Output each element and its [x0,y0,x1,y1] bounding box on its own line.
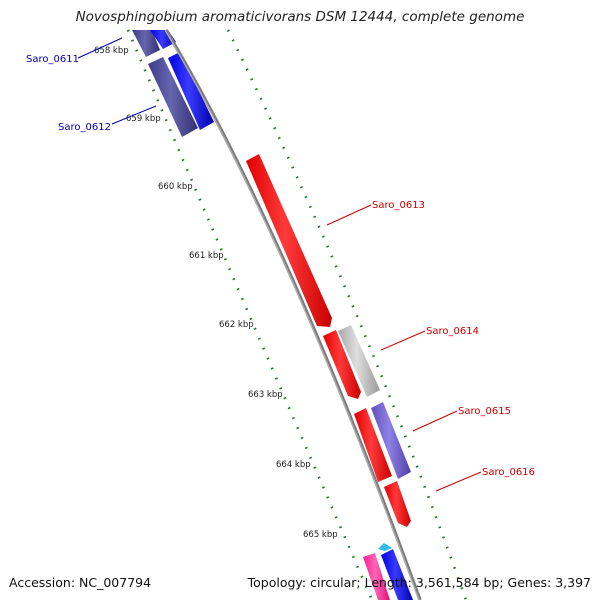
gene-label-saro-0614[interactable]: Saro_0614 [426,326,479,337]
gene-bottom-magenta[interactable] [363,553,390,600]
gene-label-saro-0611[interactable]: Saro_0611 [26,54,79,65]
gene-label-saro-0616[interactable]: Saro_0616 [482,467,535,478]
inner-ruler [126,29,374,600]
gene-leader-lines [77,37,482,492]
outer-ruler [226,29,468,600]
gene-saro-0615-violet[interactable] [371,402,411,479]
genome-summary-text: Topology: circular; Length: 3,561,584 bp… [247,575,591,590]
gene-label-saro-0612[interactable]: Saro_0612 [58,122,111,133]
tick-label: 659 kbp [126,114,161,124]
accession-text: Accession: NC_007794 [9,575,152,590]
gene-saro-0612[interactable] [168,52,214,130]
tick-label: 661 kbp [189,251,224,261]
tick-label: 658 kbp [94,46,129,56]
tick-label: 660 kbp [158,182,193,192]
tick-label: 662 kbp [219,320,254,330]
gene-saro-0614[interactable] [323,330,361,399]
gene-label-saro-0615[interactable]: Saro_0615 [458,406,511,417]
tick-label: 663 kbp [248,390,283,400]
gene-label-saro-0613[interactable]: Saro_0613 [372,200,425,211]
gene-labels: Saro_0611 Saro_0612 Saro_0613 Saro_0614 … [26,54,535,478]
gene-saro-0616[interactable] [384,481,411,527]
tick-labels: 658 kbp 659 kbp 660 kbp 661 kbp 662 kbp … [94,46,338,540]
gene-features [132,30,413,600]
genome-backbone [164,29,422,600]
tick-label: 665 kbp [303,530,338,540]
gene-saro-0611-shaded[interactable] [132,30,160,57]
map-title: Novosphingobium aromaticivorans DSM 1244… [75,9,525,25]
gene-saro-0615[interactable] [354,408,392,482]
gene-saro-0612-shaded[interactable] [148,57,198,137]
tick-label: 664 kbp [276,460,311,470]
gene-bottom-cyan-arrow[interactable] [378,543,392,551]
gene-saro-0614-pseudo[interactable] [338,325,380,397]
gene-bottom-blue[interactable] [381,549,413,600]
gene-saro-0613[interactable] [246,154,332,327]
